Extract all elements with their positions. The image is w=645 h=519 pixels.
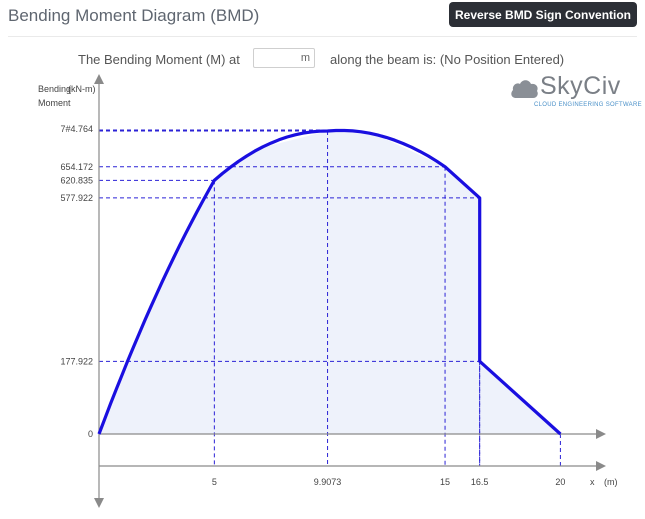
x-guide-axis-arrow [596, 461, 606, 471]
y-tick-label: 620.835 [60, 175, 93, 185]
x-tick-label: 9.9073 [314, 477, 342, 487]
x-tick-label: 20 [555, 477, 565, 487]
query-prefix-label: The Bending Moment (M) at [78, 52, 240, 67]
position-input[interactable]: m [253, 48, 315, 68]
reverse-bmd-sign-button[interactable]: Reverse BMD Sign Convention [449, 2, 637, 27]
page-title: Bending Moment Diagram (BMD) [8, 6, 260, 25]
x-axis-arrow [596, 429, 606, 439]
y-tick-label: 0 [88, 429, 93, 439]
header-divider [8, 36, 637, 37]
x-tick-label: 5 [212, 477, 217, 487]
y-axis-title: Bending [38, 84, 71, 94]
x-tick-label: 15 [440, 477, 450, 487]
y-axis-unit: (kN-m) [68, 84, 96, 94]
bmd-curve-line [97, 128, 562, 436]
y-tick-label: 577.922 [60, 193, 93, 203]
y-axis-arrow-up [94, 74, 104, 84]
position-unit-label: m [300, 52, 310, 64]
cloud-icon [511, 80, 538, 98]
x-axis-unit: (m) [604, 477, 618, 487]
y-tick-label: 7#4.764 [60, 124, 93, 134]
x-axis-title: x [590, 477, 595, 487]
moment-query-row: The Bending Moment (M) at m along the be… [0, 48, 645, 72]
query-result-label: along the beam is: (No Position Entered) [330, 52, 565, 67]
y-tick-label: 177.922 [60, 356, 93, 366]
logo-wordmark: SkyCiv [540, 72, 621, 100]
y-axis-arrow-down [94, 498, 104, 508]
bmd-area-fill [99, 131, 561, 434]
logo-tagline: CLOUD ENGINEERING SOFTWARE [534, 102, 642, 108]
x-tick-label: 16.5 [471, 477, 489, 487]
y-axis-title-line2: Moment [38, 98, 71, 108]
y-tick-label: 654.172 [60, 162, 93, 172]
skyciv-logo: SkyCiv CLOUD ENGINEERING SOFTWARE [510, 72, 642, 112]
